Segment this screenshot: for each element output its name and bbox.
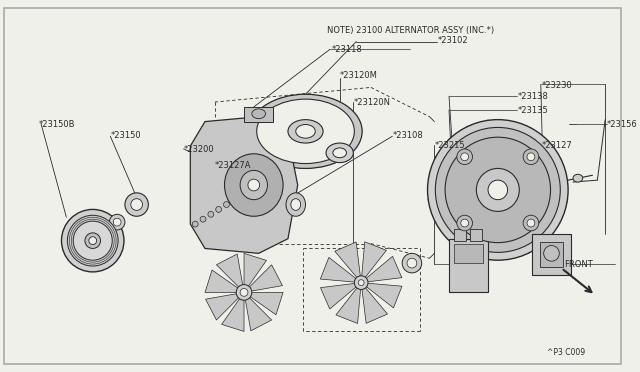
Ellipse shape <box>476 169 519 211</box>
Bar <box>454 244 483 263</box>
Polygon shape <box>366 256 402 282</box>
Ellipse shape <box>249 94 362 169</box>
Ellipse shape <box>240 170 268 200</box>
Text: *23135: *23135 <box>517 106 548 115</box>
Text: *23118: *23118 <box>332 45 363 54</box>
Ellipse shape <box>445 137 550 243</box>
Ellipse shape <box>286 193 305 216</box>
Polygon shape <box>250 265 282 291</box>
Polygon shape <box>367 283 402 308</box>
Ellipse shape <box>208 211 214 217</box>
Text: *23120N: *23120N <box>353 98 390 107</box>
Ellipse shape <box>109 214 125 230</box>
Text: *23127: *23127 <box>541 141 573 150</box>
Polygon shape <box>320 257 356 282</box>
Ellipse shape <box>239 192 245 198</box>
Ellipse shape <box>326 143 353 163</box>
Ellipse shape <box>231 197 237 203</box>
Ellipse shape <box>67 215 118 266</box>
Polygon shape <box>362 242 387 277</box>
Ellipse shape <box>200 216 206 222</box>
Ellipse shape <box>192 221 198 227</box>
Polygon shape <box>335 242 360 278</box>
Polygon shape <box>216 254 243 287</box>
Ellipse shape <box>428 120 568 260</box>
Ellipse shape <box>457 149 472 164</box>
Ellipse shape <box>435 128 560 252</box>
Ellipse shape <box>544 246 559 261</box>
Bar <box>532 234 571 275</box>
Polygon shape <box>244 253 266 286</box>
Polygon shape <box>221 299 244 331</box>
Text: *23102: *23102 <box>437 36 468 45</box>
Ellipse shape <box>457 215 472 231</box>
Ellipse shape <box>85 233 100 248</box>
Ellipse shape <box>573 174 583 182</box>
Ellipse shape <box>523 149 539 164</box>
Ellipse shape <box>291 199 301 211</box>
Ellipse shape <box>402 253 422 273</box>
Ellipse shape <box>247 187 253 193</box>
Polygon shape <box>362 288 387 323</box>
Text: *23120M: *23120M <box>340 71 378 80</box>
Ellipse shape <box>216 206 221 212</box>
Text: *23215: *23215 <box>435 141 465 150</box>
Ellipse shape <box>240 289 248 296</box>
Ellipse shape <box>488 180 508 200</box>
Text: NOTE) 23100 ALTERNATOR ASSY (INC.*): NOTE) 23100 ALTERNATOR ASSY (INC.*) <box>327 26 494 35</box>
Polygon shape <box>190 117 298 253</box>
Ellipse shape <box>223 202 229 208</box>
Text: *23230: *23230 <box>541 81 573 90</box>
Polygon shape <box>336 288 360 324</box>
Ellipse shape <box>89 237 97 244</box>
Polygon shape <box>321 283 356 309</box>
Text: *23200: *23200 <box>184 145 214 154</box>
Ellipse shape <box>73 221 112 260</box>
Text: *23138: *23138 <box>517 92 548 101</box>
Text: ^P3 C009: ^P3 C009 <box>547 348 585 357</box>
Ellipse shape <box>461 153 468 161</box>
Text: *23156: *23156 <box>607 120 638 129</box>
Text: *23108: *23108 <box>392 131 423 140</box>
Ellipse shape <box>236 285 252 300</box>
Ellipse shape <box>248 179 260 191</box>
Bar <box>540 242 563 267</box>
Ellipse shape <box>61 209 124 272</box>
Polygon shape <box>245 298 271 331</box>
Ellipse shape <box>523 215 539 231</box>
Polygon shape <box>205 294 239 320</box>
Ellipse shape <box>527 219 535 227</box>
Bar <box>449 239 488 292</box>
Ellipse shape <box>257 99 355 164</box>
Bar <box>470 229 482 241</box>
Bar <box>454 229 466 241</box>
Ellipse shape <box>333 148 346 158</box>
Ellipse shape <box>527 153 535 161</box>
Ellipse shape <box>131 199 143 211</box>
Ellipse shape <box>461 219 468 227</box>
Text: *23150: *23150 <box>110 131 141 140</box>
Ellipse shape <box>296 125 316 138</box>
Text: *23150B: *23150B <box>39 120 76 129</box>
Ellipse shape <box>288 120 323 143</box>
Polygon shape <box>250 292 283 315</box>
Ellipse shape <box>407 258 417 268</box>
Polygon shape <box>205 270 237 292</box>
Text: FRONT: FRONT <box>564 260 593 269</box>
Ellipse shape <box>355 276 368 289</box>
Ellipse shape <box>113 218 121 226</box>
Bar <box>244 107 273 122</box>
Ellipse shape <box>125 193 148 216</box>
Text: *23127A: *23127A <box>215 161 252 170</box>
Ellipse shape <box>252 109 266 119</box>
Ellipse shape <box>358 280 364 286</box>
Ellipse shape <box>225 154 283 216</box>
